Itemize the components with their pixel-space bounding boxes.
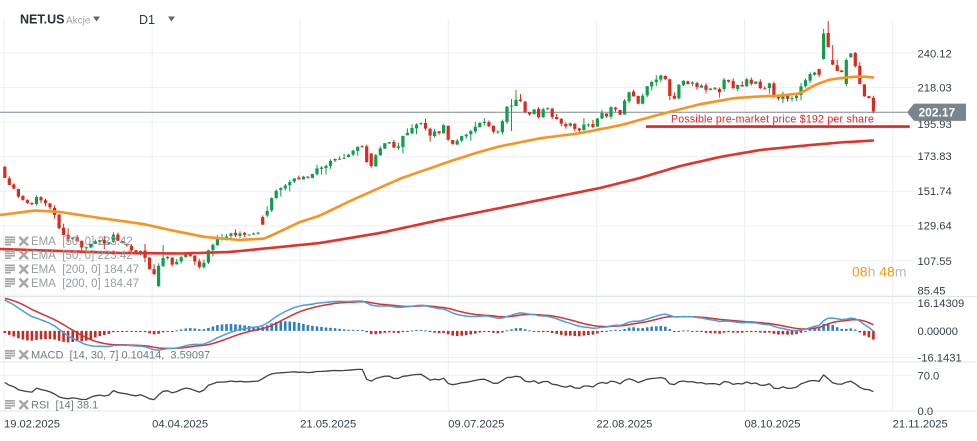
svg-text:EMA [50, 0] 223.42: EMA [50, 0] 223.42 [31, 236, 133, 248]
svg-text:173.83: 173.83 [918, 151, 952, 163]
svg-text:08.10.2025: 08.10.2025 [745, 419, 801, 431]
svg-text:19.02.2025: 19.02.2025 [4, 419, 60, 431]
svg-text:EMA [200, 0] 184.47: EMA [200, 0] 184.47 [31, 264, 139, 276]
svg-text:195.93: 195.93 [918, 119, 952, 131]
svg-text:0.0: 0.0 [918, 406, 934, 418]
svg-text:21.11.2025: 21.11.2025 [893, 419, 948, 431]
svg-text:Possible pre-market price $192: Possible pre-market price $192 per share [671, 113, 874, 125]
svg-text:09.07.2025: 09.07.2025 [448, 419, 504, 431]
svg-text:0.00000: 0.00000 [918, 326, 958, 338]
svg-text:218.03: 218.03 [918, 83, 952, 95]
svg-text:D1: D1 [139, 13, 155, 27]
svg-text:RSI [14] 38.1: RSI [14] 38.1 [31, 400, 98, 412]
svg-text:Akcje: Akcje [66, 16, 91, 27]
svg-text:21.05.2025: 21.05.2025 [300, 419, 356, 431]
svg-text:151.74: 151.74 [918, 186, 952, 198]
svg-text:70.0: 70.0 [918, 370, 940, 382]
svg-text:08h 48m: 08h 48m [852, 264, 907, 280]
svg-text:16.14309: 16.14309 [918, 298, 965, 310]
svg-text:240.12: 240.12 [918, 49, 952, 61]
svg-text:EMA [50, 0] 223.42: EMA [50, 0] 223.42 [31, 250, 133, 262]
svg-text:-16.1431: -16.1431 [918, 353, 962, 365]
svg-text:EMA [200, 0] 184.47: EMA [200, 0] 184.47 [31, 278, 139, 290]
svg-text:129.64: 129.64 [918, 221, 952, 233]
svg-text:MACD [14, 30, 7] 0.10414, 3.: MACD [14, 30, 7] 0.10414, 3.59097 [31, 350, 210, 362]
svg-text:04.04.2025: 04.04.2025 [152, 419, 208, 431]
svg-text:107.55: 107.55 [918, 256, 952, 268]
svg-text:85.45: 85.45 [918, 286, 946, 298]
svg-text:202.17: 202.17 [919, 105, 956, 119]
svg-text:22.08.2025: 22.08.2025 [596, 419, 652, 431]
svg-text:NET.US: NET.US [20, 13, 64, 27]
